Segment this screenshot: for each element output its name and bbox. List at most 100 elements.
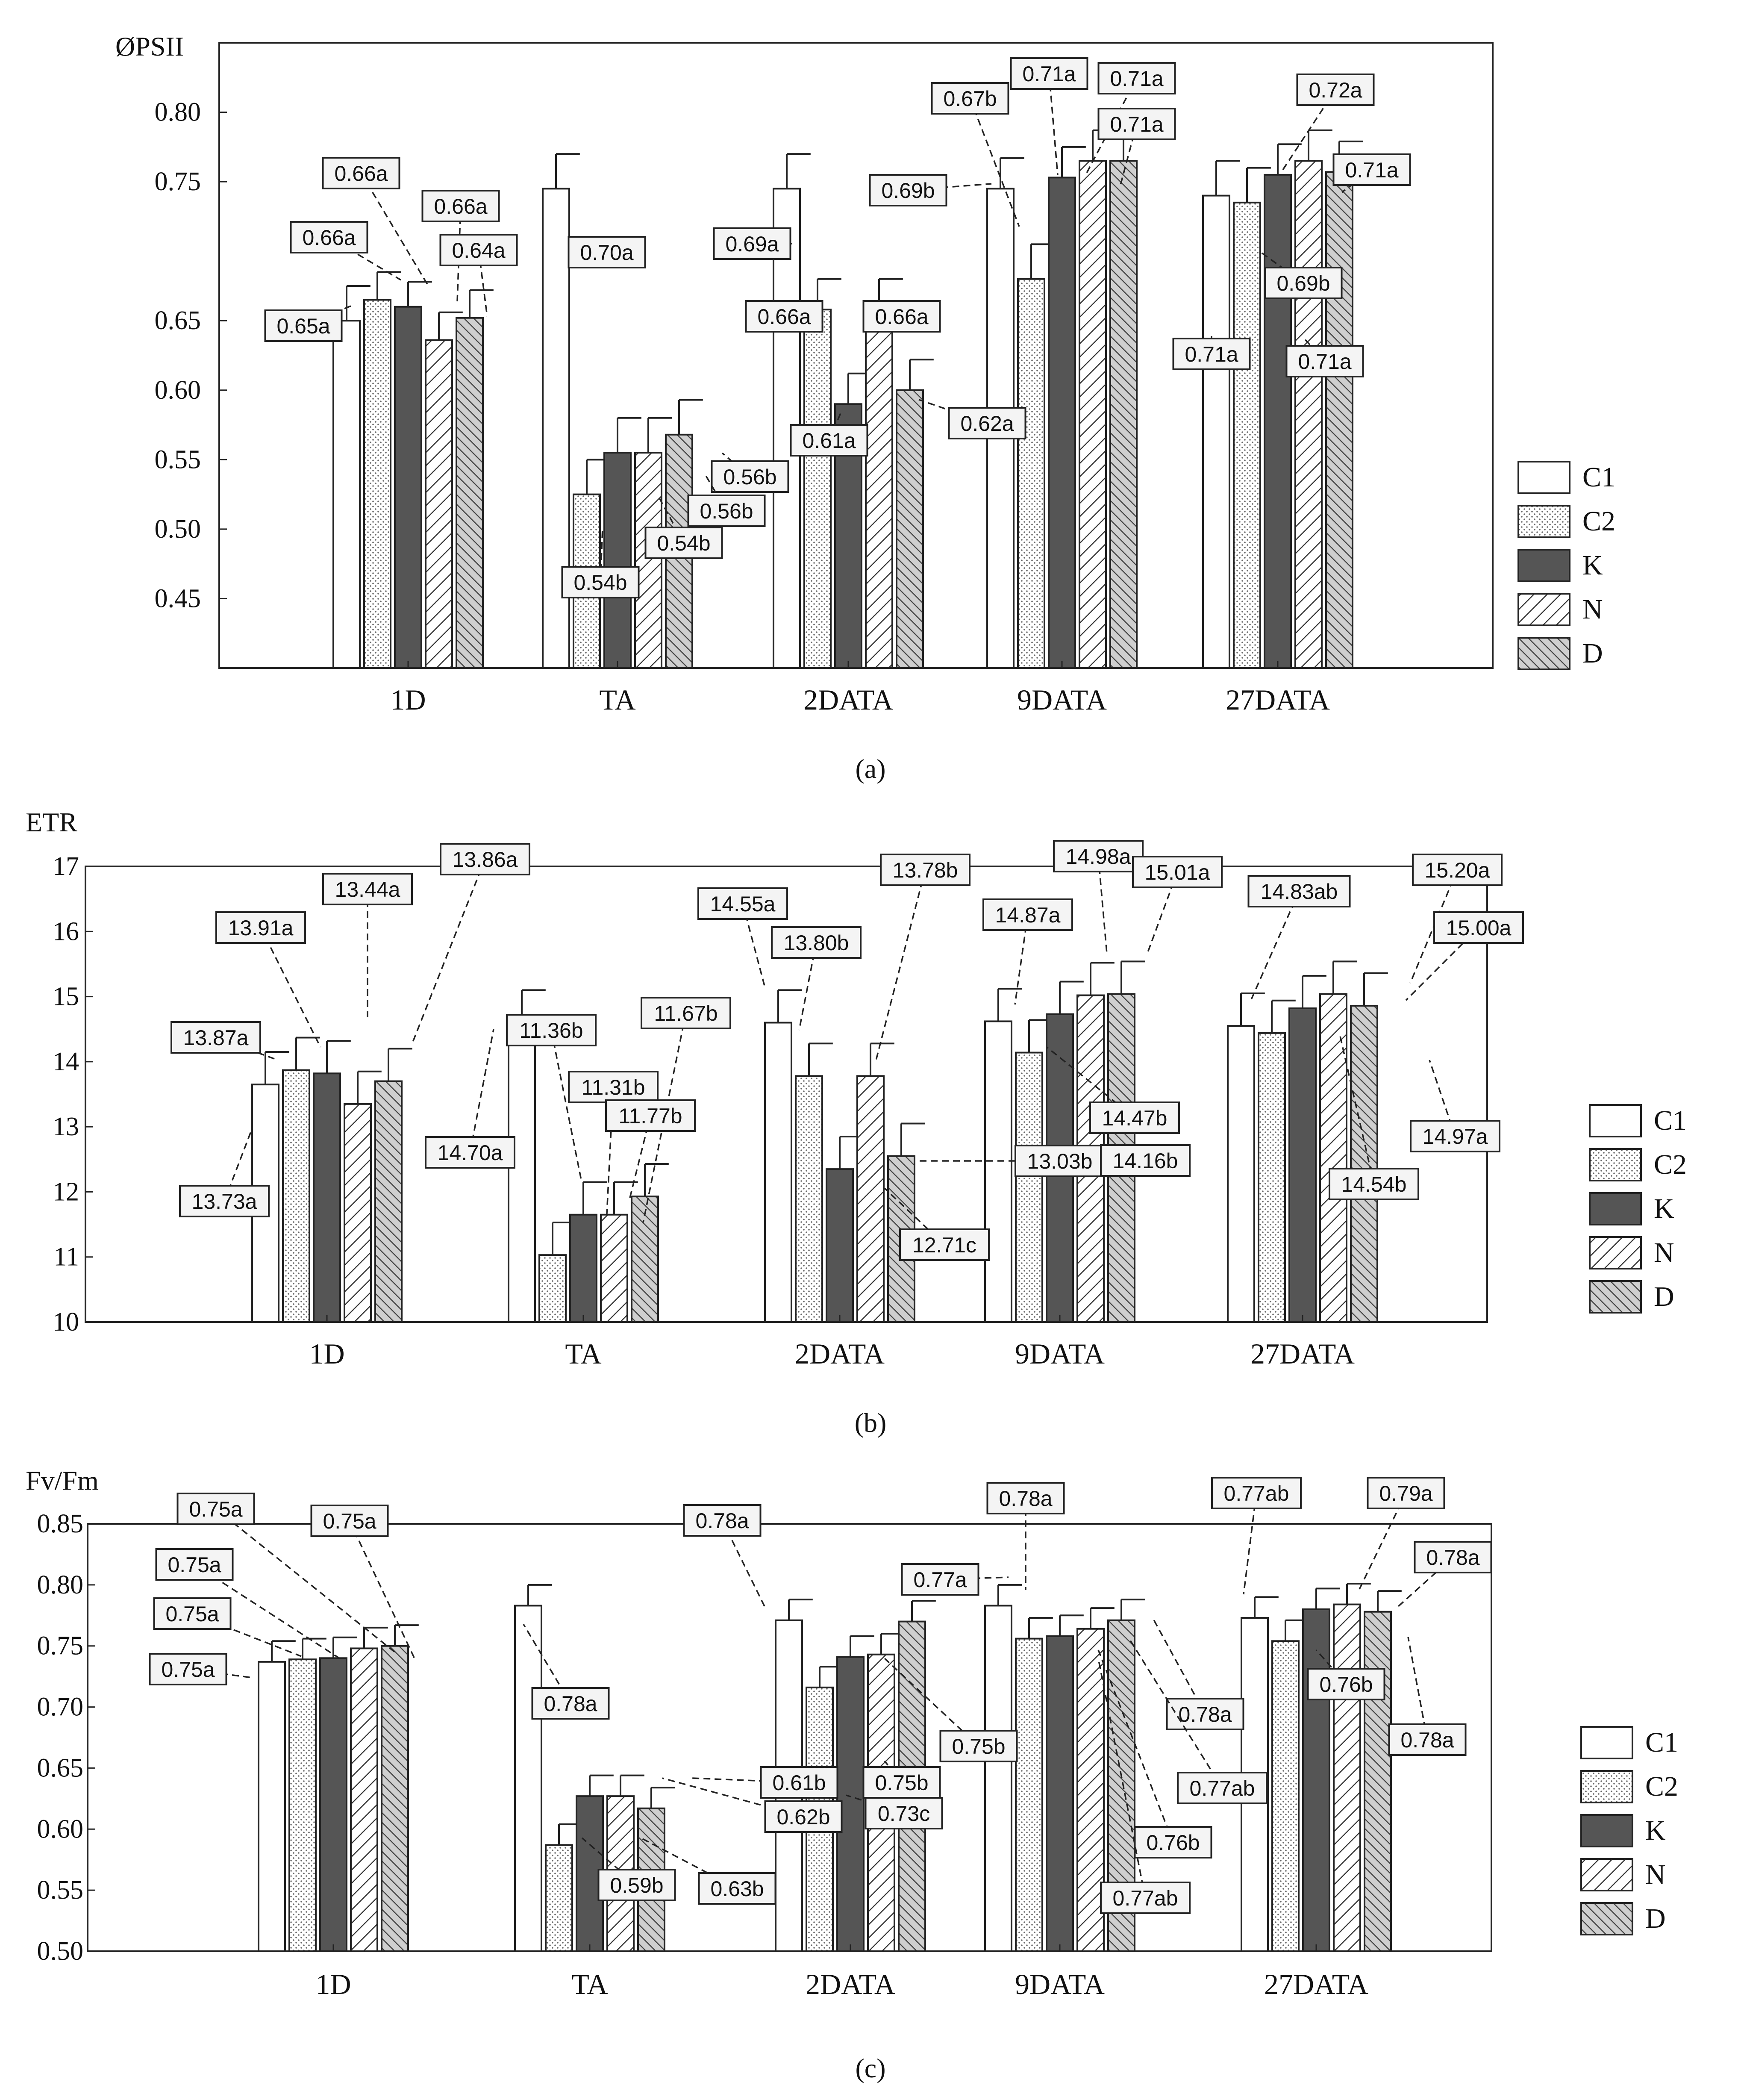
error-bar [788,1599,813,1620]
legend-label: C1 [1654,1105,1687,1136]
value-label: 0.75b [875,1771,928,1795]
error-bar [1240,992,1265,1026]
value-label-box [880,854,970,886]
value-label: 0.66a [302,226,356,250]
error-bar [1090,1607,1115,1629]
value-label: 0.78a [1178,1702,1232,1726]
error-bar [647,417,672,453]
leader-line [215,1508,398,1655]
error-bar [363,1626,388,1649]
error-bar [617,417,641,453]
value-label-box [931,82,1009,115]
value-label-box [869,174,947,206]
y-tick-label: 0.65 [155,306,201,335]
value-label: 0.77ab [1224,1481,1289,1505]
error-bar [678,399,703,435]
value-label: 0.69a [725,232,779,256]
error-bar [1090,962,1115,996]
bar-k [1046,1635,1074,1953]
bar-c2 [1233,201,1261,669]
bar-n [425,339,453,669]
value-label-box [644,527,723,559]
error-bar [1061,146,1086,178]
value-label-box [561,566,640,598]
category-label: 2DATA [803,683,893,716]
leader-line [1407,1637,1428,1740]
bar-d [896,389,924,669]
value-label: 0.69b [881,179,935,203]
bar-n [350,1647,378,1952]
bar-c2 [1017,278,1045,669]
bar-d [456,317,484,669]
leader-line [969,98,1020,227]
error-bar [555,153,580,189]
y-tick-label: 0.85 [37,1509,84,1538]
value-label: 13.87a [183,1026,249,1050]
legend-swatch-c2 [1589,1148,1642,1181]
value-label: 0.69b [1276,271,1330,295]
leader-line [192,1613,302,1657]
legend-label: D [1645,1903,1666,1934]
value-label: 14.97a [1423,1125,1488,1149]
category-label: TA [565,1337,601,1370]
value-label: 0.70a [580,241,633,265]
value-label: 0.75a [323,1509,376,1533]
error-bar [1059,1614,1084,1636]
value-label-box [1285,345,1364,377]
error-bar [582,1181,607,1215]
value-label-box [149,1653,227,1685]
value-label-box [597,1869,676,1901]
value-label: 0.78a [544,1692,597,1716]
legend-swatch-d [1517,637,1570,670]
error-bar [1346,1583,1371,1605]
y-tick-label: 0.55 [37,1876,84,1905]
error-bar [527,1584,552,1606]
category-label: 1D [309,1337,344,1370]
value-label: 0.66a [434,194,487,218]
value-label: 0.76b [1146,1831,1200,1855]
category-label: 2DATA [806,1968,895,2000]
value-label-box [322,873,413,905]
value-label-box [310,1505,389,1537]
y-tick-label: 0.60 [37,1814,84,1844]
error-bar [900,1122,925,1156]
bar-k [1288,1007,1317,1323]
bar-n [600,1213,628,1323]
value-label-box [1177,1772,1268,1804]
chart-panel-a: ØPSII 0.80 0.75 0.65 0.60 0.55 0.50 0.45 1D TA 2DA… [115,31,1615,784]
value-label: 0.79a [1379,1481,1432,1505]
value-label: 0.75a [165,1602,219,1626]
leader-line [642,1013,687,1223]
bar-n [1079,160,1107,669]
value-label: 0.71a [1110,112,1163,136]
legend-swatch-k [1517,549,1570,582]
bar-c1 [764,1022,792,1323]
error-bar [1028,1617,1053,1639]
bar-c2 [1258,1032,1286,1323]
value-label-box [683,1504,762,1537]
value-label-box [1132,856,1223,888]
bar-c2 [545,1844,573,1953]
legend-swatch-c2 [1580,1770,1633,1803]
value-label-box [697,887,788,920]
y-tick-label: 0.45 [155,584,201,613]
leader-line [1249,891,1300,1003]
error-bar [1246,167,1271,203]
value-label-box [264,309,343,342]
value-label: 0.56b [700,499,753,523]
bar-k [569,1213,597,1323]
bar-c1 [1227,1025,1255,1323]
bar-d [1325,171,1353,669]
legend-label: C2 [1654,1149,1687,1180]
bar-c1 [258,1661,286,1953]
bar-c2 [1015,1638,1043,1953]
category-label: 1D [390,683,426,716]
bar-c1 [508,1022,536,1323]
y-tick-label: 16 [53,917,79,946]
leader-line [1358,1493,1407,1590]
value-label-box [641,997,731,1029]
bar-n [1294,160,1323,669]
value-label: 13.80b [784,931,849,955]
value-label-box [179,1185,270,1217]
legend-swatch-n [1517,593,1570,626]
